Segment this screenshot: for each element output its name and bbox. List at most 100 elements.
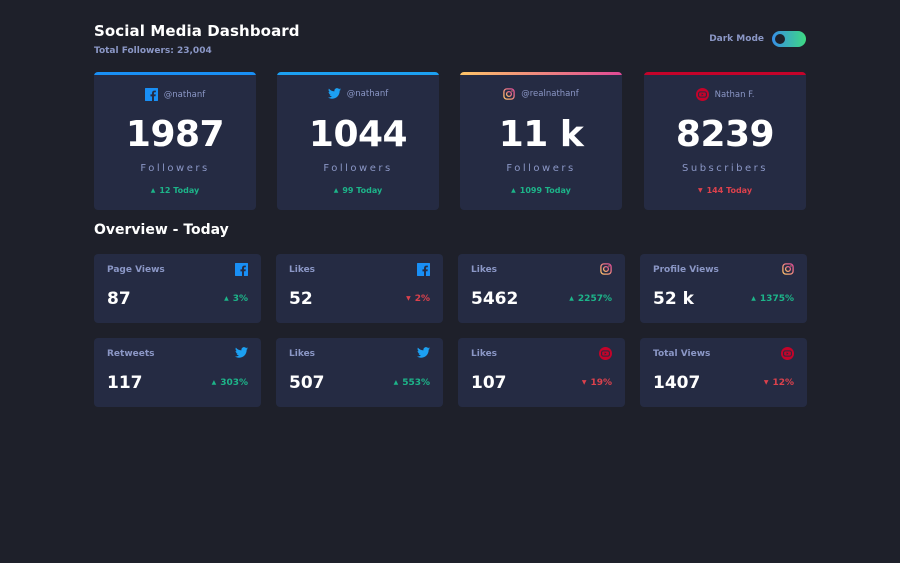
- overview-label: Profile Views: [653, 265, 719, 275]
- card-handle: @nathanf: [94, 88, 256, 101]
- dark-mode-label: Dark Mode: [709, 34, 764, 44]
- overview-value: 1407: [653, 373, 701, 393]
- youtube-icon: [781, 347, 794, 360]
- card-today: ▲ 99 Today: [277, 186, 439, 195]
- overview-percent-text: 2257%: [577, 294, 612, 304]
- card-instagram[interactable]: @realnathanf 11 k Followers ▲ 1099 Today: [460, 72, 622, 210]
- overview-percent-text: 553%: [402, 378, 430, 388]
- overview-label: Retweets: [107, 349, 155, 359]
- card-handle: @realnathanf: [460, 88, 622, 100]
- card-today-text: 99 Today: [342, 186, 383, 195]
- overview-percent: ▲ 553%: [394, 378, 430, 388]
- youtube-icon: [695, 88, 709, 101]
- arrow-down-icon: ▼: [763, 379, 769, 386]
- card-accent-bar: [644, 72, 806, 75]
- overview-card[interactable]: Retweets 117 ▲ 303%: [94, 338, 261, 407]
- twitter-icon: [327, 88, 341, 99]
- overview-percent: ▼ 12%: [764, 378, 794, 388]
- card-handle-text: @realnathanf: [521, 89, 579, 99]
- overview-percent-text: 303%: [220, 378, 248, 388]
- overview-card[interactable]: Likes 5462 ▲ 2257%: [458, 254, 625, 323]
- follower-cards: @nathanf 1987 Followers ▲ 12 Today @nath…: [94, 72, 806, 210]
- card-count: 1044: [308, 114, 408, 155]
- card-handle-text: @nathanf: [163, 89, 206, 100]
- card-today-text: 144 Today: [706, 186, 753, 195]
- overview-card[interactable]: Profile Views 52 k ▲ 1375%: [640, 254, 807, 323]
- dark-mode-control: Dark Mode: [709, 31, 806, 47]
- overview-value: 52: [289, 289, 313, 309]
- overview-percent-text: 2%: [414, 294, 430, 304]
- card-count: 8239: [675, 114, 775, 155]
- arrow-down-icon: ▼: [697, 186, 703, 194]
- card-count: 1987: [125, 114, 225, 155]
- overview-percent-text: 3%: [232, 294, 248, 304]
- toggle-knob: [775, 34, 785, 44]
- facebook-icon: [235, 263, 248, 276]
- instagram-icon: [782, 263, 794, 275]
- overview-label: Likes: [289, 349, 316, 359]
- card-twitter[interactable]: @nathanf 1044 Followers ▲ 99 Today: [277, 72, 439, 210]
- overview-percent-text: 1375%: [759, 294, 794, 304]
- overview-label: Total Views: [653, 349, 711, 359]
- arrow-up-icon: ▲: [224, 295, 229, 302]
- card-handle: Nathan F.: [644, 88, 806, 101]
- overview-percent-text: 12%: [772, 378, 794, 388]
- overview-percent: ▲ 1375%: [751, 294, 794, 304]
- overview-card[interactable]: Total Views 1407 ▼ 12%: [640, 338, 807, 407]
- card-accent-bar: [460, 72, 622, 75]
- card-handle: @nathanf: [277, 88, 439, 99]
- card-today-text: 1099 Today: [519, 186, 571, 195]
- card-today: ▲ 12 Today: [94, 186, 256, 195]
- card-accent-bar: [94, 72, 256, 75]
- overview-card[interactable]: Page Views 87 ▲ 3%: [94, 254, 261, 323]
- overview-value: 52 k: [653, 289, 694, 309]
- twitter-icon: [235, 347, 248, 358]
- page-title: Social Media Dashboard: [94, 22, 300, 40]
- card-accent-bar: [277, 72, 439, 75]
- total-followers: Total Followers: 23,004: [94, 46, 212, 56]
- twitter-icon: [417, 347, 430, 358]
- card-handle-text: Nathan F.: [714, 89, 755, 100]
- overview-percent: ▲ 2257%: [569, 294, 612, 304]
- facebook-icon: [144, 88, 158, 101]
- card-today: ▲ 1099 Today: [460, 186, 622, 195]
- overview-title: Overview - Today: [94, 222, 229, 238]
- dashboard-header: Social Media Dashboard Total Followers: …: [94, 22, 806, 62]
- overview-card[interactable]: Likes 52 ▼ 2%: [276, 254, 443, 323]
- overview-value: 507: [289, 373, 325, 393]
- card-today: ▼ 144 Today: [644, 186, 806, 195]
- facebook-icon: [417, 263, 430, 276]
- instagram-icon: [600, 263, 612, 275]
- card-youtube[interactable]: Nathan F. 8239 Subscribers ▼ 144 Today: [644, 72, 806, 210]
- card-today-text: 12 Today: [159, 186, 200, 195]
- instagram-icon: [503, 88, 515, 100]
- card-unit: Followers: [506, 163, 576, 174]
- overview-label: Likes: [471, 265, 498, 275]
- overview-percent: ▼ 19%: [582, 378, 612, 388]
- arrow-up-icon: ▲: [569, 295, 574, 302]
- overview-card[interactable]: Likes 507 ▲ 553%: [276, 338, 443, 407]
- overview-percent: ▲ 3%: [224, 294, 248, 304]
- overview-percent: ▲ 303%: [212, 378, 248, 388]
- overview-value: 87: [107, 289, 131, 309]
- arrow-up-icon: ▲: [211, 379, 217, 386]
- arrow-down-icon: ▼: [581, 379, 587, 386]
- card-handle-text: @nathanf: [346, 88, 389, 99]
- dark-mode-toggle[interactable]: [772, 31, 806, 47]
- arrow-up-icon: ▲: [150, 186, 156, 194]
- overview-label: Page Views: [107, 265, 165, 275]
- arrow-down-icon: ▼: [406, 295, 411, 302]
- overview-value: 107: [471, 373, 507, 393]
- arrow-up-icon: ▲: [333, 186, 339, 194]
- card-unit: Subscribers: [682, 163, 768, 174]
- card-facebook[interactable]: @nathanf 1987 Followers ▲ 12 Today: [94, 72, 256, 210]
- overview-percent-text: 19%: [590, 378, 612, 388]
- overview-value: 117: [107, 373, 143, 393]
- card-unit: Followers: [323, 163, 393, 174]
- overview-percent: ▼ 2%: [406, 294, 430, 304]
- arrow-up-icon: ▲: [751, 295, 756, 302]
- overview-label: Likes: [289, 265, 316, 275]
- overview-card[interactable]: Likes 107 ▼ 19%: [458, 338, 625, 407]
- card-count: 11 k: [498, 114, 584, 155]
- youtube-icon: [599, 347, 612, 360]
